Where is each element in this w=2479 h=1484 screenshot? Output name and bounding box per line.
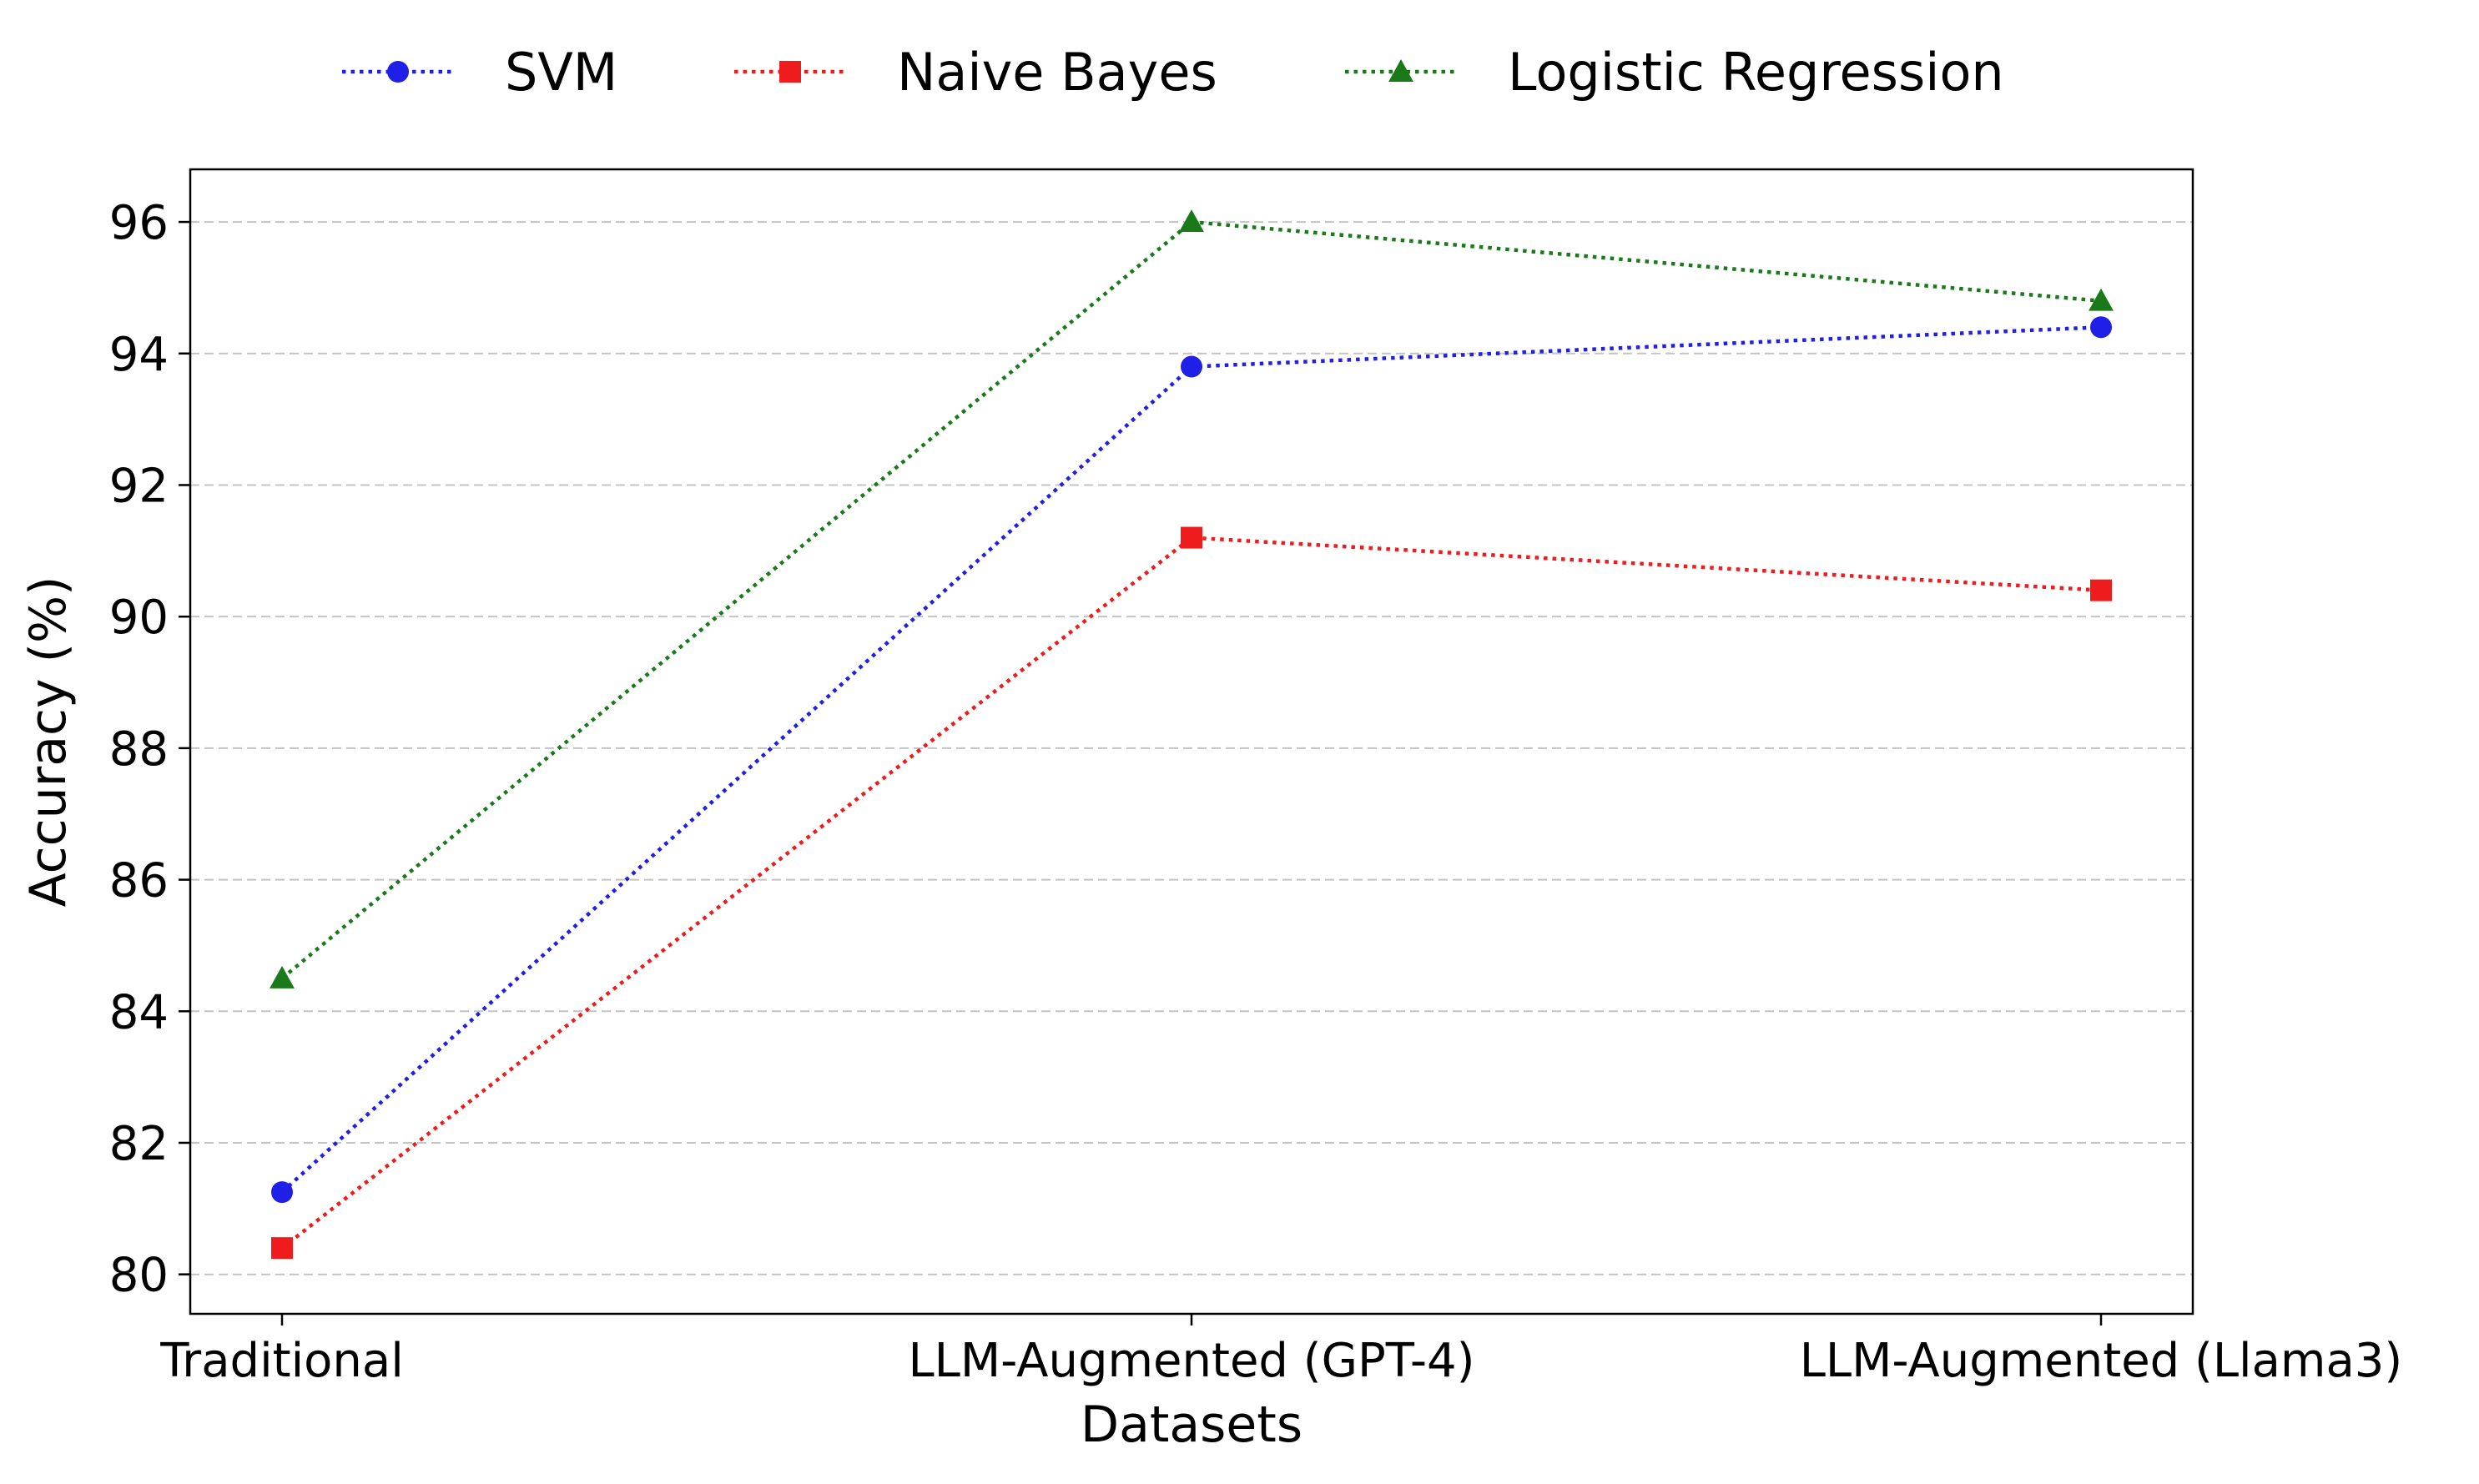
- y-tick-label: 86: [109, 854, 169, 908]
- data-point: [2090, 316, 2112, 339]
- legend-marker: [779, 61, 801, 83]
- legend-entry: Naive Bayes: [734, 42, 1217, 103]
- data-point: [271, 1181, 293, 1204]
- y-tick-label: 94: [109, 328, 169, 382]
- series-line: [280, 536, 2102, 1250]
- series-layer: [270, 209, 2114, 1260]
- data-point: [1179, 209, 1204, 233]
- y-tick-label: 82: [109, 1117, 169, 1171]
- y-tick-label: 96: [109, 196, 169, 250]
- x-axis: Traditional LLM-Augmented (GPT-4) LLM-Augm…: [159, 1314, 2402, 1388]
- data-point: [1181, 355, 1202, 378]
- x-axis-label: Datasets: [1081, 1396, 1302, 1454]
- legend-marker: [387, 61, 409, 83]
- legend: SVM Naive Bayes Logistic Regression: [342, 42, 2004, 103]
- data-point: [271, 1237, 293, 1260]
- legend-marker: [1388, 59, 1413, 82]
- series-naive-bayes: [271, 526, 2112, 1260]
- x-tick-label: Traditional: [159, 1334, 404, 1388]
- y-tick-label: 90: [109, 591, 169, 645]
- data-point: [1181, 526, 1202, 549]
- series-line: [280, 219, 2102, 980]
- legend-label: SVM: [505, 42, 617, 103]
- data-point: [270, 965, 295, 988]
- legend-label: Naive Bayes: [897, 42, 1217, 103]
- y-tick-label: 84: [109, 985, 169, 1039]
- series-logistic-regression: [270, 209, 2114, 988]
- series-svm: [271, 316, 2112, 1204]
- legend-entry: Logistic Regression: [1345, 42, 2004, 103]
- y-tick-label: 88: [109, 722, 169, 777]
- y-axis-label: Accuracy (%): [19, 576, 78, 908]
- data-point: [2089, 288, 2114, 311]
- series-line: [280, 324, 2102, 1194]
- y-tick-label: 80: [109, 1249, 169, 1303]
- legend-label: Logistic Regression: [1508, 42, 2004, 103]
- y-tick-label: 92: [109, 459, 169, 513]
- legend-entry: SVM: [342, 42, 617, 103]
- grid-lines: [190, 221, 2193, 1275]
- y-axis: 80 82 84 86 88 90 92 94 96: [109, 196, 190, 1303]
- x-tick-label: LLM-Augmented (GPT-4): [908, 1334, 1474, 1388]
- x-tick-label: LLM-Augmented (Llama3): [1800, 1334, 2403, 1388]
- data-point: [2090, 579, 2112, 601]
